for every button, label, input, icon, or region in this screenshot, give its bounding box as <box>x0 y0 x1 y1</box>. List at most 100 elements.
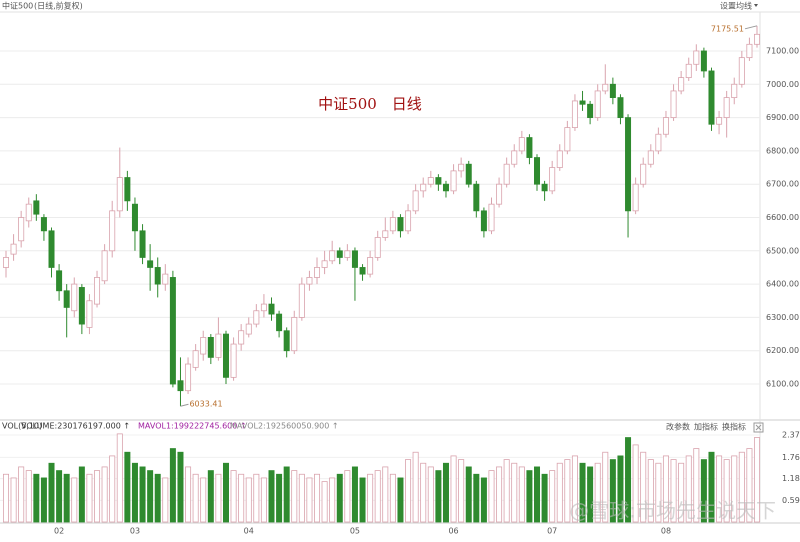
volume-bar <box>420 462 427 523</box>
volume-bar <box>298 473 305 523</box>
close-button[interactable] <box>753 422 764 433</box>
candle-body <box>670 90 677 118</box>
candle-body <box>215 333 222 358</box>
candle-body <box>40 217 47 232</box>
volume-bar <box>571 455 578 523</box>
candle-body <box>124 177 131 202</box>
v-tick-label: 0.59 <box>782 496 800 505</box>
candle-body <box>33 200 40 215</box>
volume-bar <box>207 470 214 523</box>
candle-body <box>94 277 101 305</box>
candle-body <box>556 150 563 168</box>
y-tick-label: 6300.00 <box>766 313 799 322</box>
y-tick-label: 6800.00 <box>766 146 799 155</box>
volume-bar <box>389 473 396 523</box>
volume-bar <box>154 473 161 523</box>
indicator-button[interactable]: 改参数 <box>666 422 690 432</box>
watermark: @雪球:市场先生说天下 <box>569 499 776 523</box>
y-tick-label: 6200.00 <box>766 346 799 355</box>
volume-bar <box>40 477 47 523</box>
volume-bar <box>238 473 245 523</box>
max-pointer <box>744 25 758 30</box>
volume-bar <box>678 462 685 523</box>
candle-body <box>367 257 374 275</box>
candle-body <box>647 150 654 165</box>
volume-bar <box>314 473 321 523</box>
volume-bar <box>397 477 404 523</box>
vol-legend: VOL(5,10) <box>2 422 42 431</box>
volume-bar <box>116 433 123 523</box>
volume-bar <box>450 455 457 523</box>
indicator-button[interactable]: 换指标 <box>722 422 746 432</box>
volume-bar <box>63 473 70 523</box>
candle-body <box>185 363 192 392</box>
volume-bar <box>71 477 78 523</box>
candle-body <box>480 210 487 232</box>
volume-bar <box>222 462 229 523</box>
indicator-button[interactable]: 加指标 <box>694 422 718 432</box>
candle-body <box>662 117 669 135</box>
y-tick-label: 6400.00 <box>766 280 799 289</box>
volume-bar <box>496 466 503 523</box>
volume-bar <box>754 437 761 523</box>
volume-bar <box>602 451 609 523</box>
candle-body <box>708 70 715 125</box>
volume-bar <box>344 470 351 523</box>
candle-body <box>344 250 351 258</box>
chart-subtitle: (日线,前复权) <box>34 1 83 11</box>
vol-legend: MAVOL1:199222745.600 ↑ <box>138 422 247 431</box>
candle-body <box>716 117 723 125</box>
x-tick-label: 08 <box>661 527 671 536</box>
candle-body <box>427 177 434 185</box>
candle-body <box>746 43 753 59</box>
volume-bar <box>442 462 449 523</box>
volume-bar <box>18 466 25 523</box>
candle-body <box>738 57 745 85</box>
candle-body <box>754 33 761 45</box>
candle-body <box>260 303 267 312</box>
volume-bar <box>94 470 101 523</box>
x-tick-label: 05 <box>350 527 360 536</box>
candle-body <box>230 343 237 378</box>
x-tick-label: 06 <box>448 527 458 536</box>
candle-body <box>131 203 138 232</box>
volume-bar <box>33 473 40 523</box>
candle-body <box>382 230 389 238</box>
volume-bar <box>662 455 669 523</box>
volume-bar <box>480 477 487 523</box>
volume-bar <box>708 451 715 523</box>
volume-bar <box>351 466 358 523</box>
volume-bar <box>511 462 518 523</box>
candle-body <box>200 336 207 355</box>
candle-body <box>86 300 93 328</box>
volume-bar <box>518 466 525 523</box>
candle-body <box>587 103 594 118</box>
candle-body <box>351 250 358 268</box>
volume-bar <box>700 459 707 523</box>
candle-body <box>56 270 63 292</box>
ma-settings[interactable]: 设置均线 <box>720 1 752 11</box>
volume-bar <box>617 455 624 523</box>
volume-bar <box>556 462 563 523</box>
max-label: 7175.51 <box>711 24 744 33</box>
volume-bar <box>139 466 146 523</box>
candle-body <box>238 330 245 345</box>
candle-body <box>268 303 275 315</box>
volume-bar <box>276 473 283 523</box>
candle-body <box>78 287 85 325</box>
volume-bar <box>541 473 548 523</box>
candle-body <box>640 163 647 185</box>
volume-bar <box>488 470 495 523</box>
volume-bar <box>693 448 700 523</box>
volume-bar <box>78 466 85 523</box>
volume-bar <box>169 448 176 523</box>
candle-body <box>405 210 412 232</box>
annotation: 中证500 日线 <box>318 95 422 113</box>
volume-bar <box>465 466 472 523</box>
candle-body <box>678 77 685 92</box>
candle-body <box>329 250 336 262</box>
volume-bar <box>723 459 730 523</box>
volume-bar <box>534 466 541 523</box>
candle-body <box>731 83 738 98</box>
